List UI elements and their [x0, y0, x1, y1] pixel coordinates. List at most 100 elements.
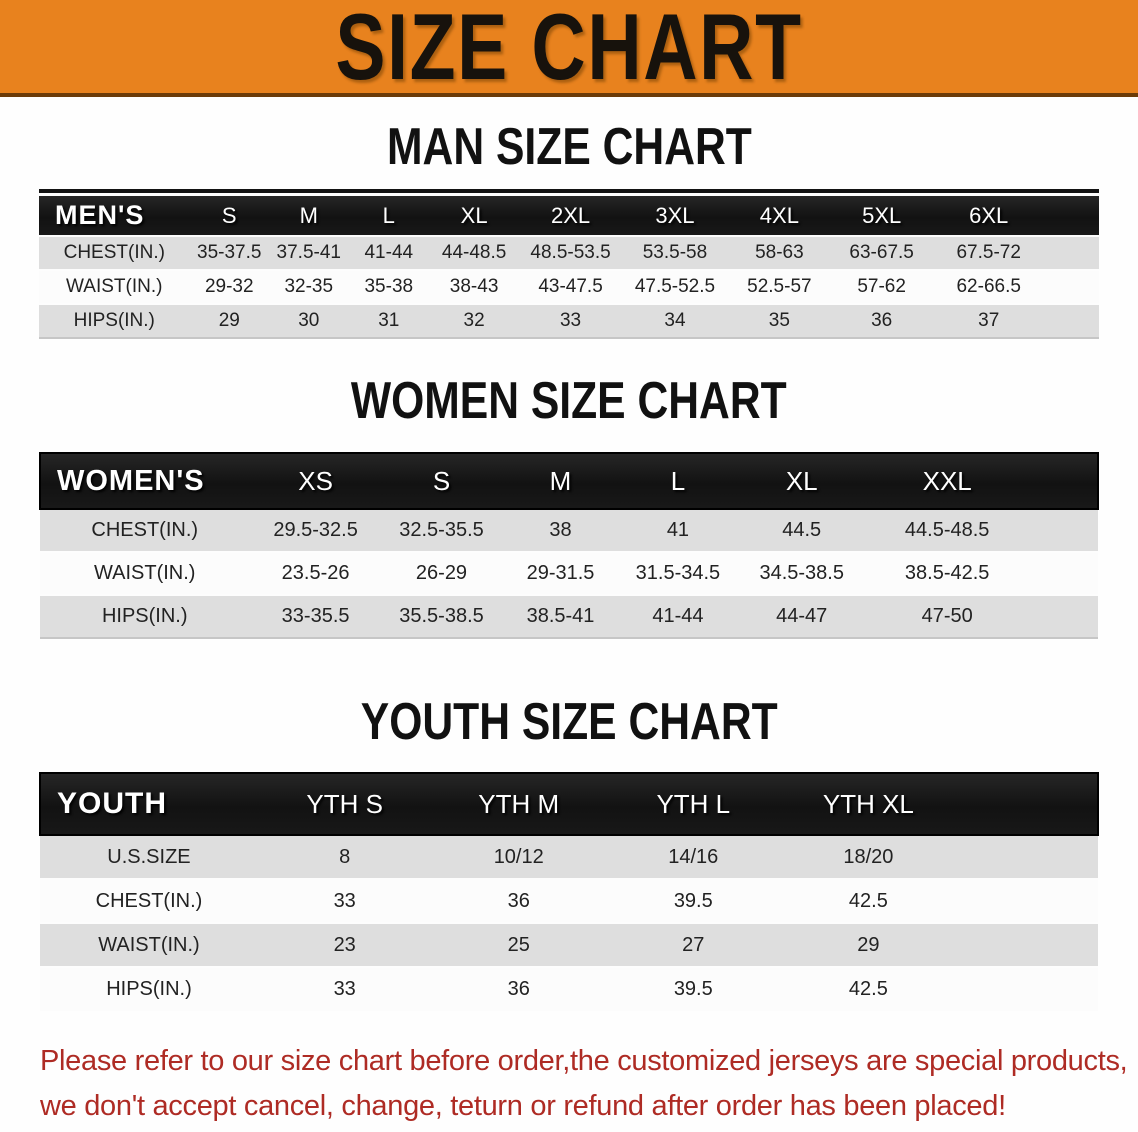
table-cell: 41	[619, 508, 737, 552]
row-label: CHEST(IN.)	[40, 508, 250, 552]
table-cell: 44.5	[736, 508, 868, 552]
banner: SIZE CHART	[0, 0, 1138, 97]
table-cell: 33	[257, 966, 432, 1011]
table-cell: 31.5-34.5	[619, 551, 737, 595]
table-cell: 35.5-38.5	[381, 594, 502, 639]
women-section-heading: WOMEN SIZE CHART	[0, 375, 1138, 427]
table-cell: 18/20	[780, 834, 957, 879]
men-section-heading-text: MAN SIZE CHART	[386, 118, 752, 176]
youth-section-heading-text: YOUTH SIZE CHART	[360, 693, 778, 751]
filler-cell	[1027, 452, 1099, 510]
column-header: S	[381, 452, 502, 510]
table-cell: 32.5-35.5	[381, 508, 502, 552]
table-cell: 42.5	[780, 966, 957, 1011]
filler-cell	[1044, 196, 1099, 236]
column-header: YTH S	[257, 772, 432, 836]
table-cell: 31	[348, 303, 430, 339]
table-cell: 36	[431, 878, 606, 923]
table-cell: 38.5-41	[501, 594, 620, 639]
column-header: YTH L	[606, 772, 781, 836]
table-cell: 29	[189, 303, 270, 339]
column-header: M	[269, 196, 349, 236]
table-row: HIPS(IN.) 33-35.5 35.5-38.5 38.5-41 41-44 44-…	[40, 594, 1098, 639]
filler-cell	[1027, 508, 1098, 552]
filler-cell	[1027, 551, 1098, 595]
column-header: 4XL	[727, 196, 831, 236]
men-size-table: MEN'S S M L XL 2XL 3XL 4XL 5XL 6XL CHEST(IN.) 35-37…	[39, 196, 1099, 339]
row-label: CHEST(IN.)	[40, 878, 258, 923]
table-cell: 14/16	[606, 834, 781, 879]
table-cell: 47-50	[867, 594, 1028, 639]
table-cell: 32	[429, 303, 520, 339]
table-cell: 38	[501, 508, 620, 552]
filler-cell	[956, 834, 1098, 879]
banner-title: SIZE CHART	[335, 0, 803, 99]
filler-cell	[956, 878, 1098, 923]
table-cell: 23.5-26	[249, 551, 382, 595]
filler-cell	[1044, 269, 1099, 304]
table-cell: 34	[621, 303, 728, 339]
table-cell: 67.5-72	[932, 235, 1045, 270]
row-label: HIPS(IN.)	[39, 303, 190, 339]
filler-cell	[956, 922, 1098, 967]
disclaimer: Please refer to our size chart before or…	[40, 1039, 1138, 1129]
table-title-cell: MEN'S	[39, 196, 190, 236]
youth-section: YOUTH SIZE CHART YOUTH YTH S YTH M YTH L YTH…	[0, 696, 1138, 1011]
table-title-cell: WOMEN'S	[38, 452, 250, 510]
column-header: 2XL	[519, 196, 622, 236]
table-cell: 63-67.5	[830, 235, 933, 270]
disclaimer-line-1: Please refer to our size chart before or…	[40, 1045, 1128, 1077]
table-cell: 34.5-38.5	[736, 551, 868, 595]
table-cell: 32-35	[269, 269, 349, 304]
row-label: CHEST(IN.)	[39, 235, 190, 270]
women-section-heading-text: WOMEN SIZE CHART	[351, 372, 787, 430]
table-cell: 41-44	[348, 235, 430, 270]
column-header: XS	[249, 452, 382, 510]
filler-cell	[1044, 235, 1099, 270]
row-label: U.S.SIZE	[40, 834, 258, 879]
column-header: YTH XL	[780, 772, 957, 836]
table-cell: 29.5-32.5	[249, 508, 382, 552]
table-cell: 43-47.5	[519, 269, 622, 304]
table-cell: 62-66.5	[932, 269, 1045, 304]
table-row: WAIST(IN.) 23 25 27 29	[40, 922, 1098, 967]
table-cell: 36	[830, 303, 933, 339]
table-cell: 25	[431, 922, 606, 967]
table-header-row: MEN'S S M L XL 2XL 3XL 4XL 5XL 6XL	[39, 196, 1099, 236]
column-header: 3XL	[621, 196, 728, 236]
column-header: M	[501, 452, 620, 510]
table-cell: 39.5	[606, 966, 781, 1011]
men-section: MAN SIZE CHART MEN'S S M L XL 2XL 3XL 4XL 5XL 6XL…	[0, 121, 1138, 339]
table-cell: 29	[780, 922, 957, 967]
table-cell: 37	[932, 303, 1045, 339]
table-cell: 52.5-57	[727, 269, 831, 304]
row-label: WAIST(IN.)	[39, 269, 190, 304]
table-cell: 8	[257, 834, 432, 879]
table-cell: 39.5	[606, 878, 781, 923]
table-cell: 37.5-41	[269, 235, 349, 270]
column-header: XXL	[867, 452, 1028, 510]
table-cell: 41-44	[619, 594, 737, 639]
table-cell: 23	[257, 922, 432, 967]
table-cell: 35-37.5	[189, 235, 270, 270]
women-section: WOMEN SIZE CHART WOMEN'S XS S M L XL XXL CHEST(…	[0, 375, 1138, 639]
filler-cell	[1027, 594, 1098, 639]
table-cell: 33	[257, 878, 432, 923]
table-cell: 42.5	[780, 878, 957, 923]
filler-cell	[1044, 303, 1099, 339]
table-cell: 29-31.5	[501, 551, 620, 595]
table-cell: 47.5-52.5	[621, 269, 728, 304]
column-header: L	[348, 196, 430, 236]
disclaimer-line-2: we don't accept cancel, change, teturn o…	[40, 1090, 1006, 1122]
table-row: WAIST(IN.) 23.5-26 26-29 29-31.5 31.5-34.5 34…	[40, 551, 1098, 595]
table-row: U.S.SIZE 8 10/12 14/16 18/20	[40, 834, 1098, 879]
table-cell: 57-62	[830, 269, 933, 304]
youth-section-heading: YOUTH SIZE CHART	[0, 696, 1138, 748]
table-cell: 38.5-42.5	[867, 551, 1028, 595]
table-cell: 44-48.5	[429, 235, 520, 270]
table-row: CHEST(IN.) 35-37.5 37.5-41 41-44 44-48.5 48.5…	[39, 235, 1099, 270]
table-cell: 53.5-58	[621, 235, 728, 270]
row-label: HIPS(IN.)	[40, 594, 250, 639]
table-cell: 36	[431, 966, 606, 1011]
